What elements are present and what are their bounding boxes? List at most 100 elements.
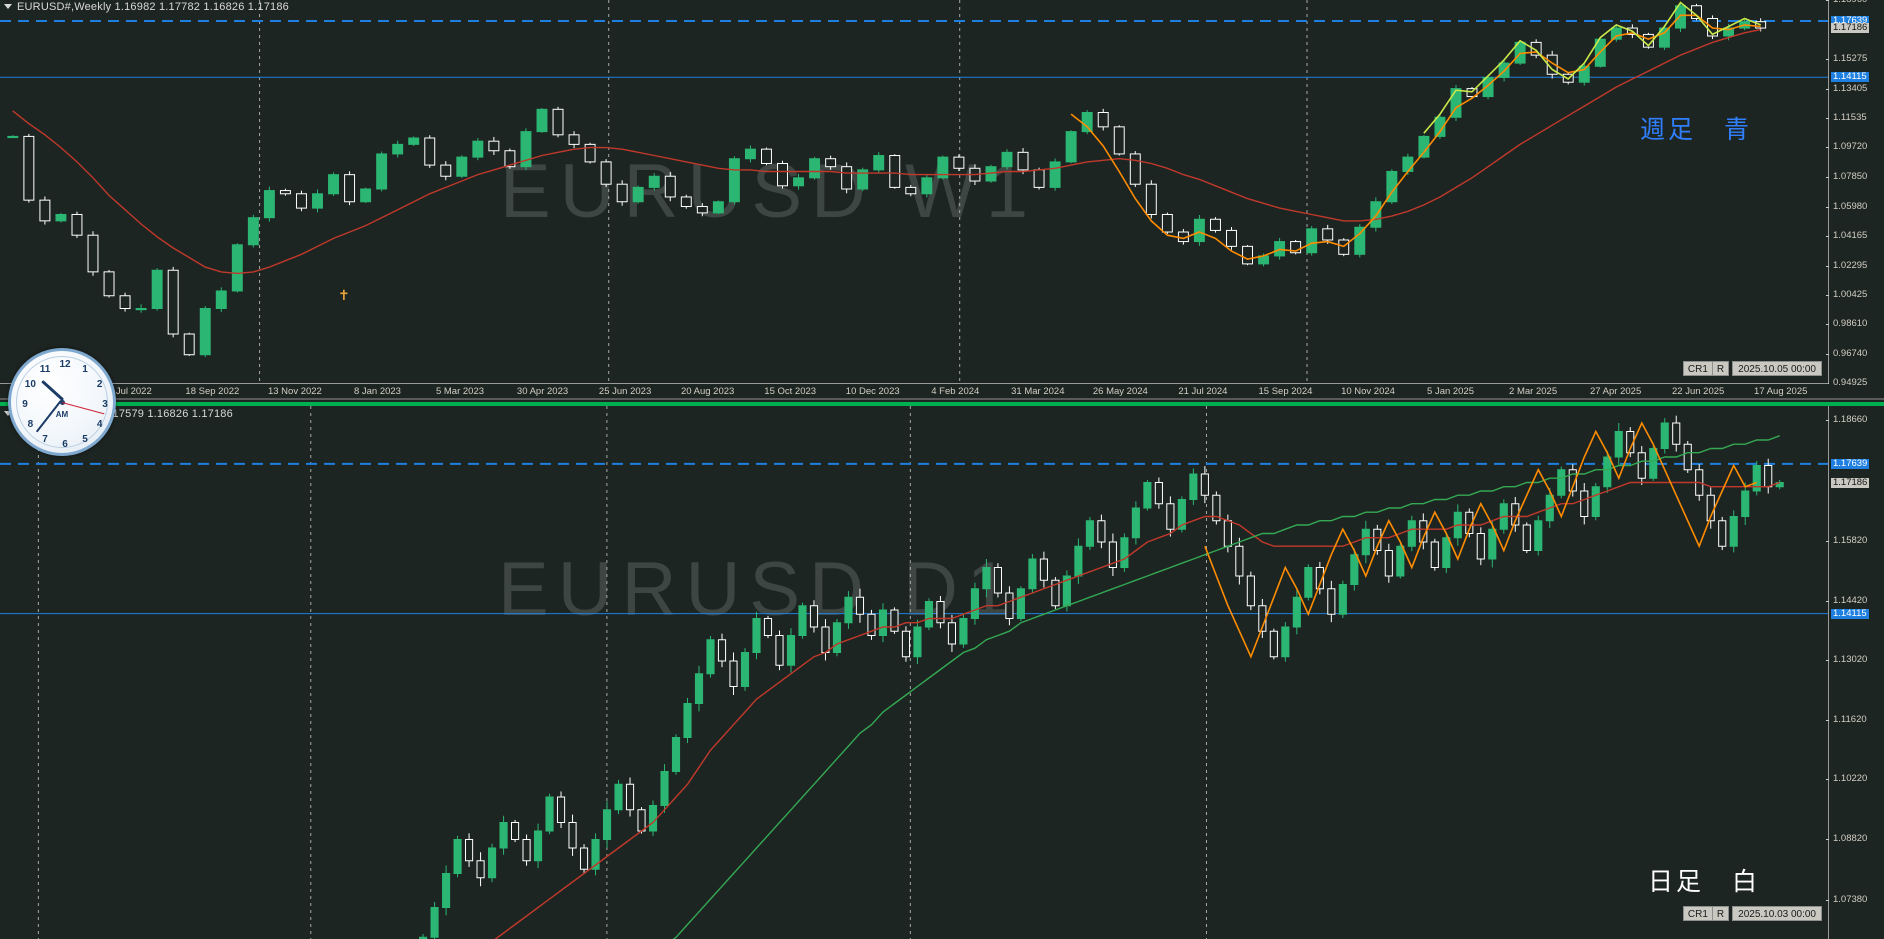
candle-body: [1603, 456, 1612, 488]
price-tick: [1826, 88, 1829, 90]
period-indicator-weekly[interactable]: CR1: [1682, 361, 1712, 376]
candle-body: [488, 140, 500, 152]
clock-numeral-2: 2: [96, 379, 103, 390]
candle-body: [625, 783, 635, 811]
collapse-triangle-icon[interactable]: [4, 3, 12, 9]
candle-body: [39, 199, 51, 222]
candle-body: [568, 134, 580, 145]
candle-body: [1775, 482, 1784, 488]
candle-body: [1384, 550, 1393, 577]
candle-body: [1212, 494, 1221, 522]
clock-numeral-8: 8: [27, 419, 34, 430]
clock-numeral-4: 4: [96, 419, 103, 430]
indicator-line: [672, 435, 1780, 939]
candle-body: [970, 588, 979, 619]
time-label: 10 Dec 2023: [845, 386, 900, 397]
price-label-1-17186: 1.17186: [1831, 477, 1870, 489]
status-box-daily[interactable]: CR1 R 2025.10.03 00:00: [1682, 906, 1822, 921]
candle-body: [465, 839, 474, 862]
candle-body: [1033, 169, 1045, 188]
candle-body: [472, 140, 484, 158]
candle-body: [1488, 528, 1497, 560]
chart-header-weekly[interactable]: EURUSD#,Weekly 1.16982 1.17782 1.16826 1…: [0, 0, 289, 15]
clock-numeral-5: 5: [82, 433, 88, 445]
clock-numeral-12: 12: [59, 359, 71, 370]
price-scale-daily[interactable]: 1.18660 1.17639 1.17186 1.15820 1.14420 1.141…: [1826, 406, 1884, 939]
candle-body: [1442, 537, 1451, 568]
candle-body: [579, 847, 589, 870]
collapse-triangle-icon-daily[interactable]: [4, 410, 12, 416]
price-label-1-17639: 1.17639: [1831, 457, 1870, 469]
status-box-weekly[interactable]: CR1 R 2025.10.05 00:00: [1682, 361, 1822, 376]
analog-clock-widget[interactable]: AM 12 1 2 3 4 5 6 7 8 9 10 11: [8, 348, 116, 456]
candle-body: [913, 626, 922, 658]
price-label-1-17639: 1.17639: [1831, 15, 1870, 27]
price-label-1-14115: 1.14115: [1831, 71, 1869, 83]
candle-body: [1081, 112, 1093, 133]
chart-pane-weekly[interactable]: EURUSD W1 EURUSD#,Weekly 1.16982 1.17782…: [0, 0, 1884, 400]
candle-body: [1658, 27, 1670, 48]
candle-body: [878, 609, 888, 636]
annotation-weekly: 週足 青: [1640, 116, 1753, 144]
object-marker-icon[interactable]: ✝: [338, 287, 350, 303]
time-label: 15 Sep 2024: [1258, 386, 1313, 397]
candle-body: [1193, 218, 1205, 243]
candle-body: [1450, 88, 1462, 118]
chart-pane-daily[interactable]: EURUSD D1 EURUSD#,Daily 1.17579 1.16826 …: [0, 402, 1884, 939]
candle-body: [777, 162, 788, 187]
candle-body: [706, 639, 715, 675]
candle-body: [1108, 541, 1117, 568]
time-label: 2 Mar 2025: [1509, 386, 1558, 397]
candle-body: [199, 308, 211, 356]
plot-area-daily[interactable]: EURUSD D1: [0, 406, 1828, 939]
candle-body: [7, 135, 19, 139]
price-tick: [1826, 147, 1829, 149]
plot-area-weekly[interactable]: EURUSD W1: [0, 0, 1828, 383]
price-tick: [1826, 324, 1829, 326]
mode-indicator-daily[interactable]: R: [1711, 906, 1730, 921]
candle-body: [312, 193, 323, 209]
candle-body: [728, 158, 740, 203]
candle-body: [1649, 448, 1658, 479]
candle-body: [1350, 554, 1359, 585]
price-label-1-09720: 1.09720: [1833, 141, 1868, 153]
timestamp-weekly: 2025.10.05 00:00: [1732, 361, 1822, 376]
candle-body: [476, 860, 485, 879]
time-label: 31 Mar 2024: [1011, 386, 1065, 397]
candle-body: [1315, 567, 1324, 590]
candle-body: [453, 839, 462, 874]
price-tick: [1826, 779, 1829, 781]
price-series-weekly: [0, 0, 1828, 383]
candle-body: [616, 183, 628, 203]
mode-indicator-weekly[interactable]: R: [1711, 361, 1730, 376]
candle-body: [901, 630, 911, 658]
time-label: 18 Sep 2022: [185, 386, 240, 397]
price-label-1-07380: 1.07380: [1833, 893, 1868, 905]
candle-body: [1242, 245, 1254, 265]
candle-body: [545, 796, 554, 832]
candle-body: [1223, 520, 1232, 547]
candle-body: [1476, 533, 1485, 560]
candle-body: [1327, 588, 1336, 615]
price-label-1-17186: 1.17186: [1831, 22, 1870, 34]
candle-body: [1396, 545, 1405, 577]
price-tick: [1826, 118, 1829, 120]
candle-body: [763, 618, 773, 636]
candle-body: [712, 201, 724, 214]
time-label: 8 Jan 2023: [353, 386, 401, 397]
watermark-daily: EURUSD D1: [498, 547, 1019, 632]
candle-body: [855, 596, 865, 615]
price-tick: [1826, 235, 1829, 237]
candle-body: [664, 175, 676, 198]
candle-body: [648, 175, 660, 188]
candle-body: [660, 771, 669, 806]
candle-body: [953, 156, 965, 169]
time-label: 5 Jan 2025: [1427, 386, 1475, 397]
candle-body: [1200, 473, 1209, 496]
candle-body: [23, 135, 35, 201]
period-indicator-daily[interactable]: CR1: [1682, 906, 1712, 921]
time-label: 15 Oct 2023: [764, 386, 817, 397]
clock-numeral-1: 1: [82, 364, 88, 376]
